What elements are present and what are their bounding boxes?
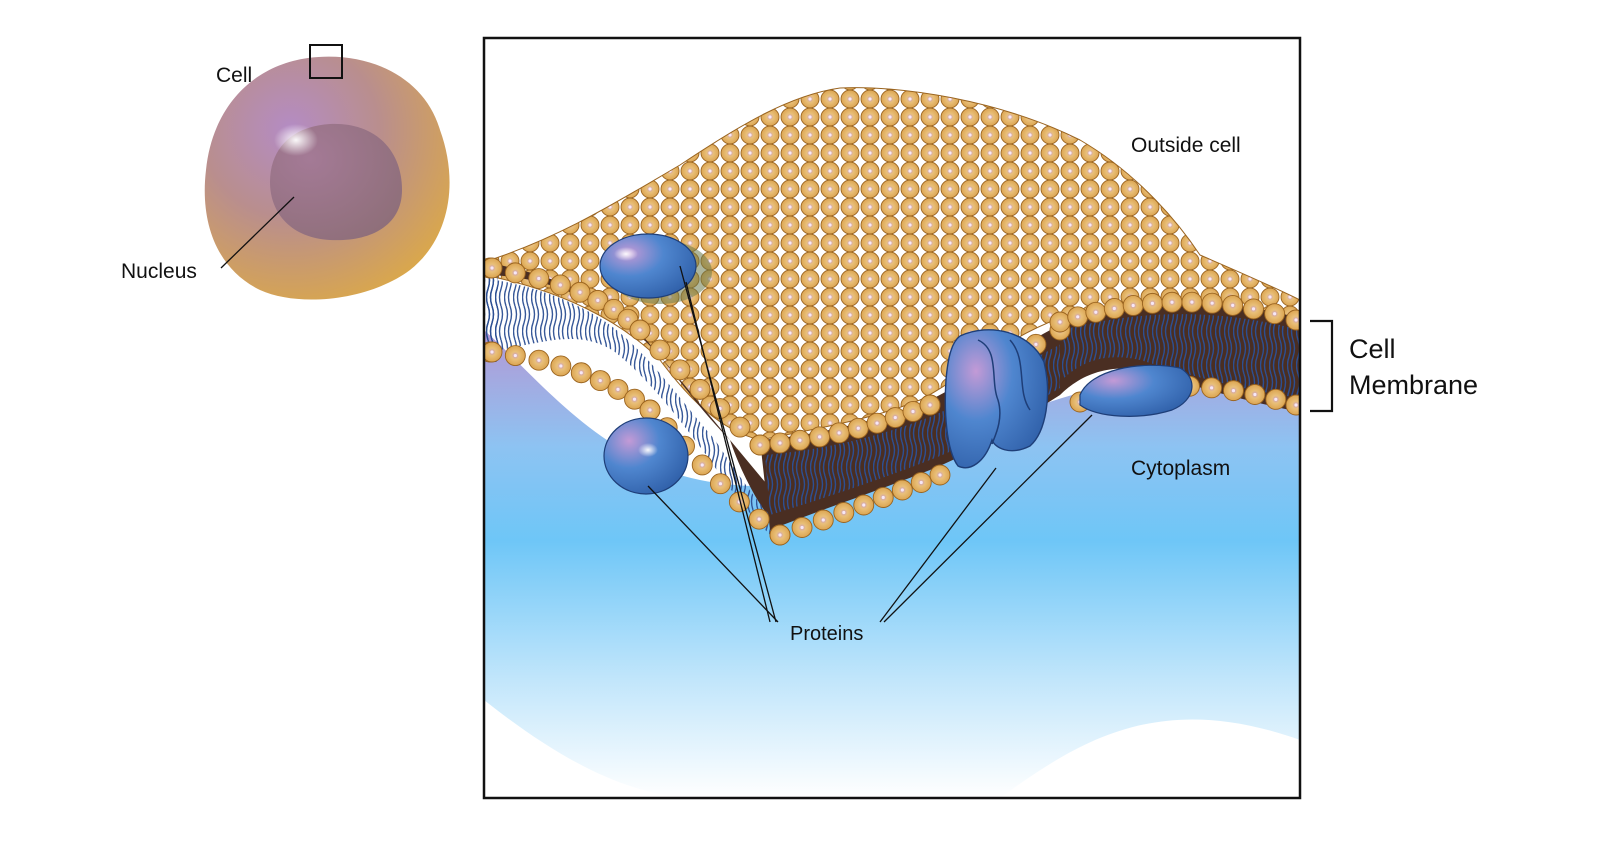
phospholipid-head-center — [513, 353, 517, 358]
phospholipid-head-center — [893, 415, 897, 420]
protein-top-highlight — [614, 247, 638, 261]
phospholipid-head-center — [1253, 392, 1257, 397]
cell-membrane-bracket — [1310, 319, 1334, 413]
phospholipid-head-center — [1170, 300, 1174, 304]
phospholipid-head-center — [919, 480, 923, 485]
phospholipid-head-center — [626, 317, 630, 321]
phospholipid-head-center — [700, 463, 704, 467]
membrane-tails-left — [484, 278, 775, 540]
phospholipid-head-center — [1034, 342, 1038, 346]
phospholipid-head — [1285, 394, 1300, 416]
phospholipid-head-center — [842, 510, 846, 515]
membrane-panel-frame — [482, 36, 1302, 800]
cell-membrane-label-line2: Membrane — [1349, 370, 1478, 400]
phospholipid-head-center — [1210, 301, 1214, 305]
phospholipid-head-center — [638, 328, 642, 332]
cell-highlight — [274, 124, 318, 156]
phospholipid-head-center — [1076, 315, 1080, 319]
nucleus-label: Nucleus — [121, 260, 197, 283]
phospholipid-head-center — [837, 431, 841, 435]
protein-top — [599, 233, 697, 299]
phospholipid-head-center — [1150, 301, 1155, 305]
outside-cell-label: Outside cell — [1131, 134, 1241, 157]
phospholipid-head-center — [928, 403, 932, 407]
phospholipid-head-center — [1251, 307, 1256, 311]
phospholipid-head-center — [900, 488, 904, 492]
phospholipid-head-center — [821, 518, 825, 522]
membrane-tails-front — [765, 342, 1065, 515]
nucleus-leader-line — [220, 196, 295, 269]
phospholipid-head-center — [658, 348, 662, 352]
phospholipid-head-center — [757, 517, 761, 521]
cell-membrane-label-line1: Cell — [1349, 334, 1396, 364]
phospholipid-head-center — [558, 283, 562, 287]
phospholipid-head-center — [537, 358, 541, 362]
phospholipid-head-center — [881, 495, 885, 500]
phospholipid-head-center — [612, 307, 616, 311]
membrane-panel: Outside cell Cytoplasm Proteins — [484, 87, 1300, 798]
phospholipid-head-center — [856, 426, 860, 430]
phospholipid-head-center — [596, 298, 600, 302]
protein-leader-lines — [647, 265, 1093, 623]
cytoplasm-label: Cytoplasm — [1131, 457, 1230, 480]
cytoplasm-region — [484, 330, 1300, 798]
zoom-box — [309, 44, 343, 79]
membrane-section-left-edge — [484, 262, 498, 362]
phospholipid-head-center — [1231, 389, 1236, 393]
phospholipid-head-center — [818, 435, 822, 439]
proteins-label: Proteins — [790, 623, 863, 645]
phospholipid-head-center — [798, 438, 802, 442]
phospholipid-head — [1285, 309, 1300, 331]
phospholipid-head-center — [1274, 397, 1278, 401]
phospholipid-head-center — [862, 503, 866, 507]
cell-label: Cell — [216, 64, 252, 87]
phospholipid-head-center — [1131, 303, 1135, 308]
phospholipid-head-center — [875, 421, 879, 425]
phospholipid-head-center — [1231, 303, 1235, 308]
phospholipid-head-center — [778, 533, 782, 537]
phospholipid-head-center — [1190, 300, 1194, 304]
phospholipid-head-center — [1112, 306, 1116, 311]
phospholipid-head-center — [598, 378, 602, 383]
phospholipid-head-center — [559, 364, 563, 368]
phospholipid-head-center — [1294, 318, 1298, 322]
phospholipid-head-center — [616, 387, 620, 392]
cell-illustration: Cell Nucleus — [121, 44, 450, 300]
phospholipid-head-center — [1058, 320, 1062, 324]
phospholipid-head-center — [800, 525, 804, 530]
cell-membrane-label: Cell Membrane — [1349, 334, 1478, 400]
phospholipid-head-center — [490, 350, 494, 354]
phospholipid-head-center — [718, 482, 723, 486]
phospholipid-head-center — [578, 290, 582, 294]
phospholipid-head-center — [537, 276, 541, 281]
phospholipid-head-center — [938, 473, 942, 477]
phospholipid-head-center — [579, 371, 583, 375]
phospholipid-head-center — [758, 443, 762, 447]
phospholipid-head-center — [911, 409, 915, 414]
protein-bottom-right — [1079, 364, 1193, 417]
phospholipid-head-center — [513, 271, 517, 275]
phospholipid-head-center — [1210, 386, 1214, 390]
membrane-tails-right — [1062, 314, 1300, 398]
protein-bottom-left-highlight — [638, 443, 658, 457]
phospholipid-head-center — [1294, 403, 1298, 407]
membrane-top-surface — [484, 87, 1300, 441]
phospholipid-head-center — [1094, 310, 1098, 314]
phospholipid-head-center — [632, 397, 637, 401]
phospholipid-head-center — [778, 441, 782, 445]
phospholipid-head-center — [648, 408, 652, 412]
phospholipid-head-center — [698, 387, 702, 391]
phospholipid-head-center — [1273, 312, 1277, 316]
phospholipid-head-center — [678, 368, 682, 372]
phospholipid-head-center — [490, 266, 494, 270]
protein-channel-groove — [977, 339, 1031, 445]
phospholipid-head-center — [738, 425, 742, 429]
